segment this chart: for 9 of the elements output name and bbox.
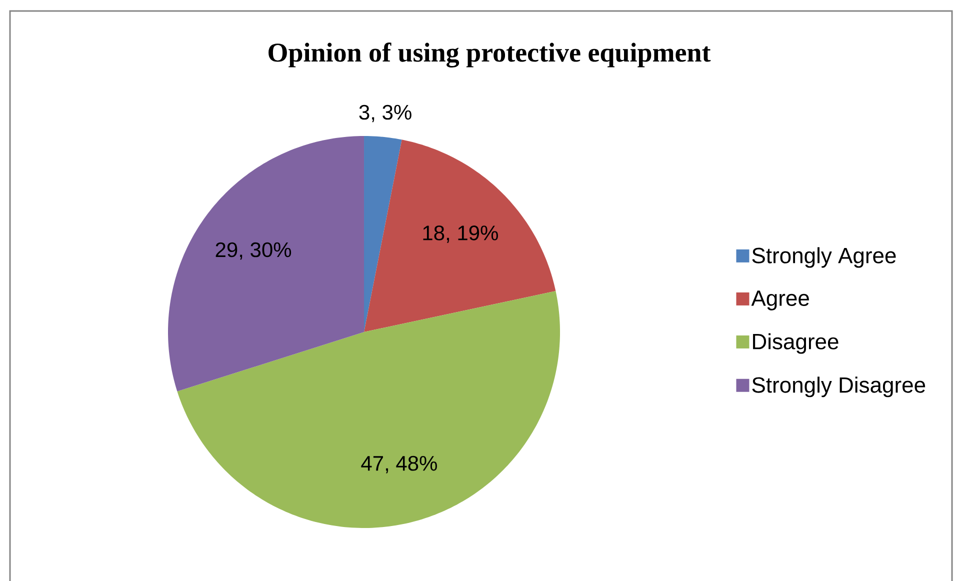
legend-label: Strongly Disagree	[752, 376, 926, 398]
data-label: 47, 48%	[361, 456, 437, 474]
data-label: 18, 19%	[423, 226, 498, 243]
legend-label: Disagree	[753, 333, 838, 354]
data-label: 29, 30%	[216, 242, 292, 260]
chart-title: Opinion of using protective equipment	[268, 42, 711, 68]
legend-label: Strongly Agree	[752, 247, 896, 268]
legend-label: Agree	[751, 290, 809, 310]
data-label: 3, 3%	[359, 104, 412, 122]
